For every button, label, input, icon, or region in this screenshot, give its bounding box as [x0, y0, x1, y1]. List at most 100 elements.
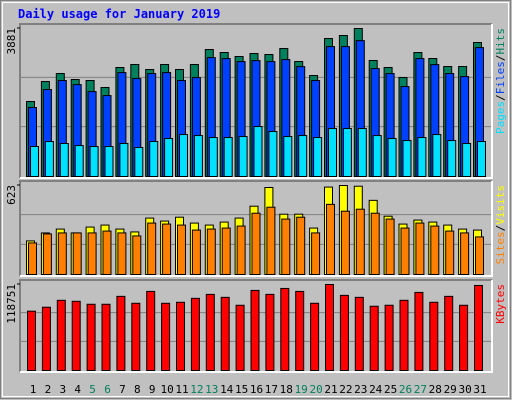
bar: [71, 300, 81, 372]
bar: [310, 302, 320, 372]
bar: [119, 143, 129, 177]
legend-entry: Sites: [494, 231, 507, 264]
bar: [104, 146, 114, 177]
bar: [190, 297, 200, 371]
bar: [149, 141, 159, 177]
x-tick-label: 4: [74, 383, 81, 396]
x-tick-label: 12: [190, 383, 203, 396]
bar: [372, 135, 382, 178]
x-tick-label: 1: [30, 383, 37, 396]
bar: [385, 218, 395, 275]
x-tick-label: 7: [119, 383, 126, 396]
bar: [89, 146, 99, 177]
x-tick-label: 20: [309, 383, 322, 396]
y-tick-label: 623: [5, 185, 18, 205]
bar: [238, 136, 248, 178]
bar: [221, 227, 231, 275]
x-tick-label: 18: [280, 383, 293, 396]
bar: [134, 147, 144, 177]
panel-bevel: [19, 180, 492, 276]
bar: [325, 284, 334, 371]
bar: [191, 229, 201, 275]
bar: [42, 233, 52, 276]
bar: [250, 289, 260, 372]
bar: [298, 135, 308, 178]
legend-entry: Files: [494, 61, 507, 94]
frame-inner: [2, 2, 509, 397]
bar: [57, 232, 67, 276]
x-tick-label: 2: [45, 383, 52, 396]
bar: [205, 293, 215, 372]
bar: [253, 126, 263, 177]
x-tick-label: 30: [458, 383, 471, 396]
bar: [326, 203, 335, 276]
bar: [384, 304, 394, 371]
y-tick-label: 3881: [5, 28, 18, 55]
chart-title: Daily usage for January 2019: [18, 7, 220, 21]
bar: [251, 212, 261, 275]
x-tick-label: 31: [473, 383, 486, 396]
bar: [208, 137, 218, 177]
legend: KBytes: [494, 284, 507, 324]
bar: [86, 303, 96, 371]
x-tick-label: 8: [134, 383, 141, 396]
bar: [266, 206, 276, 275]
bar: [477, 141, 486, 177]
bar: [444, 295, 454, 371]
legend-separator: /: [494, 225, 507, 232]
legend-separator: /: [494, 94, 507, 101]
x-tick-label: 11: [175, 383, 188, 396]
bar: [462, 143, 472, 177]
x-tick-label: 23: [354, 383, 367, 396]
bar: [340, 210, 350, 275]
bar: [474, 284, 483, 371]
bar: [459, 304, 469, 371]
bar: [311, 232, 321, 276]
bar: [220, 296, 230, 371]
bar: [116, 295, 126, 371]
bar: [281, 218, 291, 275]
bar: [339, 294, 349, 371]
bar: [283, 136, 293, 178]
bar: [193, 135, 203, 178]
x-tick-label: 19: [295, 383, 308, 396]
bar: [355, 208, 365, 275]
bar: [177, 224, 186, 275]
bar: [280, 287, 290, 372]
bar: [87, 232, 97, 276]
x-tick-label: 25: [384, 383, 397, 396]
bar: [417, 137, 427, 177]
bar: [432, 134, 442, 177]
bar: [429, 301, 439, 371]
x-tick-label: 27: [414, 383, 427, 396]
bar: [30, 146, 39, 177]
bar: [400, 227, 410, 275]
bar: [146, 290, 156, 371]
bar: [402, 140, 412, 178]
legend-entry: Visits: [494, 185, 507, 225]
bar: [162, 223, 172, 275]
x-tick-label: 13: [205, 383, 218, 396]
bar: [179, 134, 188, 177]
x-tick-label: 9: [149, 383, 156, 396]
bar: [370, 212, 380, 275]
bar: [265, 293, 275, 372]
bar: [117, 232, 127, 276]
bar: [59, 143, 69, 177]
x-tick-label: 6: [104, 383, 111, 396]
panel-bevel: [20, 181, 493, 277]
legend: Sites/Visits: [494, 185, 507, 265]
bar: [28, 242, 37, 276]
bar: [414, 291, 424, 372]
x-tick-label: 3: [59, 383, 66, 396]
bar: [460, 232, 470, 276]
bar: [176, 301, 185, 371]
bar: [74, 145, 84, 178]
bar: [415, 222, 425, 275]
bar: [354, 296, 364, 371]
bar: [102, 230, 112, 275]
bar: [357, 128, 367, 177]
bar: [342, 128, 352, 177]
bar: [206, 228, 216, 275]
